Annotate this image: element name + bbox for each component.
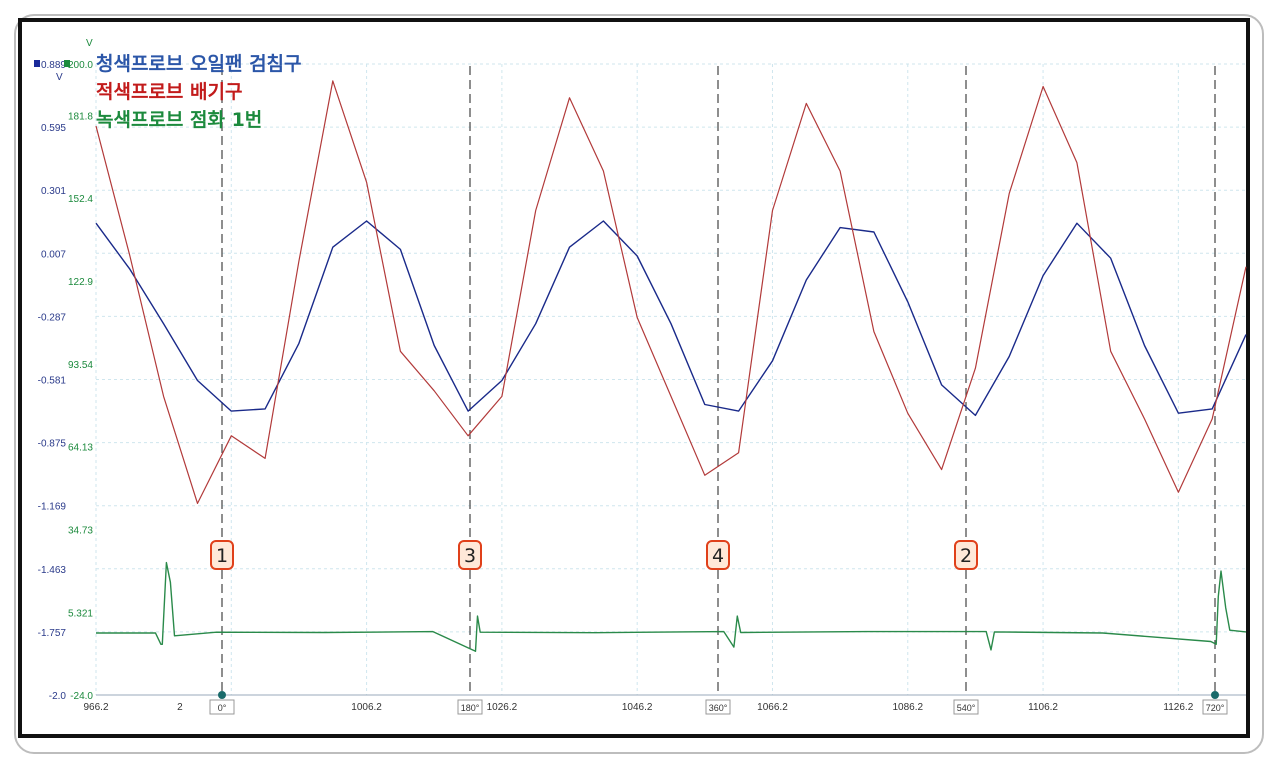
y-tick-label-green: 5.321 (68, 608, 93, 619)
x-tick-label: 1086.2 (892, 702, 923, 713)
y-tick-label-green: 34.73 (68, 526, 93, 537)
angle-label: 360° (709, 703, 728, 713)
channel-c-icon (64, 60, 70, 67)
cursor-handle (218, 691, 226, 699)
chart-border (18, 18, 1250, 738)
y-tick-label-blue: 0.595 (41, 123, 66, 134)
x-tick-label: 1126.2 (1163, 702, 1193, 713)
y-tick-label-green: 122.9 (68, 277, 93, 288)
cylinder-badge: 1 (210, 540, 234, 570)
grid (95, 63, 1246, 696)
x-tick-label: 1066.2 (757, 702, 788, 713)
y-unit-green: V (86, 38, 93, 49)
y-tick-label-blue: 0.889 (41, 60, 66, 71)
x-tick-label: 1046.2 (622, 702, 653, 713)
angle-label: 720° (1206, 703, 1225, 713)
x-tick-label: 1106.2 (1028, 702, 1058, 713)
cylinder-badge-label: 2 (960, 545, 972, 567)
y-tick-label-green: 93.54 (68, 360, 93, 371)
angle-label-box (705, 699, 731, 715)
series-line-blue (95, 220, 1247, 417)
y-unit-blue: V (56, 72, 63, 83)
cylinder-badge: 3 (458, 540, 482, 570)
cylinder-badge: 2 (954, 540, 978, 570)
legend-label: 적색프로브 배기구 (96, 81, 242, 103)
oscilloscope-chart: 0.889 0.595 0.301 0.007 -0.287 -0.581 -0.875 -1… (18, 18, 1250, 738)
cursor-handle (1211, 691, 1219, 699)
y-tick-label-green: -24.0 (70, 691, 93, 702)
cylinder-badge-label: 3 (464, 545, 476, 567)
chart-frame: 0.889 0.595 0.301 0.007 -0.287 -0.581 -0.875 -1… (14, 14, 1264, 754)
angle-label-box (457, 699, 483, 715)
series-line-green (96, 561, 1247, 652)
legend-label: 녹색프로브 점화 1번 (96, 109, 262, 131)
y-tick-label-blue: -0.287 (38, 312, 67, 323)
x-tick-label: 2 (177, 702, 183, 713)
y-tick-label-green: 152.4 (68, 194, 93, 205)
series-line-red (95, 80, 1247, 504)
y-tick-label-blue: -2.0 (49, 691, 67, 702)
angle-label-box (209, 699, 235, 715)
y-tick-label-green: 64.13 (68, 443, 93, 454)
x-tick-label: 1006.2 (351, 702, 382, 713)
y-tick-label-green: 200.0 (68, 60, 93, 71)
legend-label: 청색프로브 오일팬 검침구 (96, 53, 302, 75)
y-tick-label-blue: -1.463 (38, 565, 67, 576)
cylinder-badge-box (210, 540, 234, 570)
cylinder-badge-box (458, 540, 482, 570)
cylinder-badge: 4 (706, 540, 730, 570)
x-tick-label: 1026.2 (487, 702, 518, 713)
angle-label-box (953, 699, 979, 715)
y-tick-label-blue: 0.007 (41, 249, 66, 260)
cylinder-badge-label: 4 (712, 545, 724, 567)
y-tick-label-blue: -1.757 (38, 628, 67, 639)
y-tick-label-green: 181.8 (68, 111, 93, 122)
cylinder-badge-label: 1 (216, 545, 228, 567)
y-tick-label-blue: -0.875 (38, 439, 67, 450)
angle-label-box (1202, 699, 1228, 715)
y-tick-label-blue: 0.301 (41, 186, 66, 197)
angle-label: 540° (957, 703, 976, 713)
y-tick-label-blue: -0.581 (38, 376, 67, 387)
cylinder-badge-box (706, 540, 730, 570)
y-tick-label-blue: -1.169 (38, 502, 67, 513)
cylinder-badge-box (954, 540, 978, 570)
angle-label: 0° (218, 703, 227, 713)
x-tick-label: 966.2 (83, 702, 108, 713)
angle-label: 180° (461, 703, 480, 713)
channel-a-icon (34, 60, 40, 67)
